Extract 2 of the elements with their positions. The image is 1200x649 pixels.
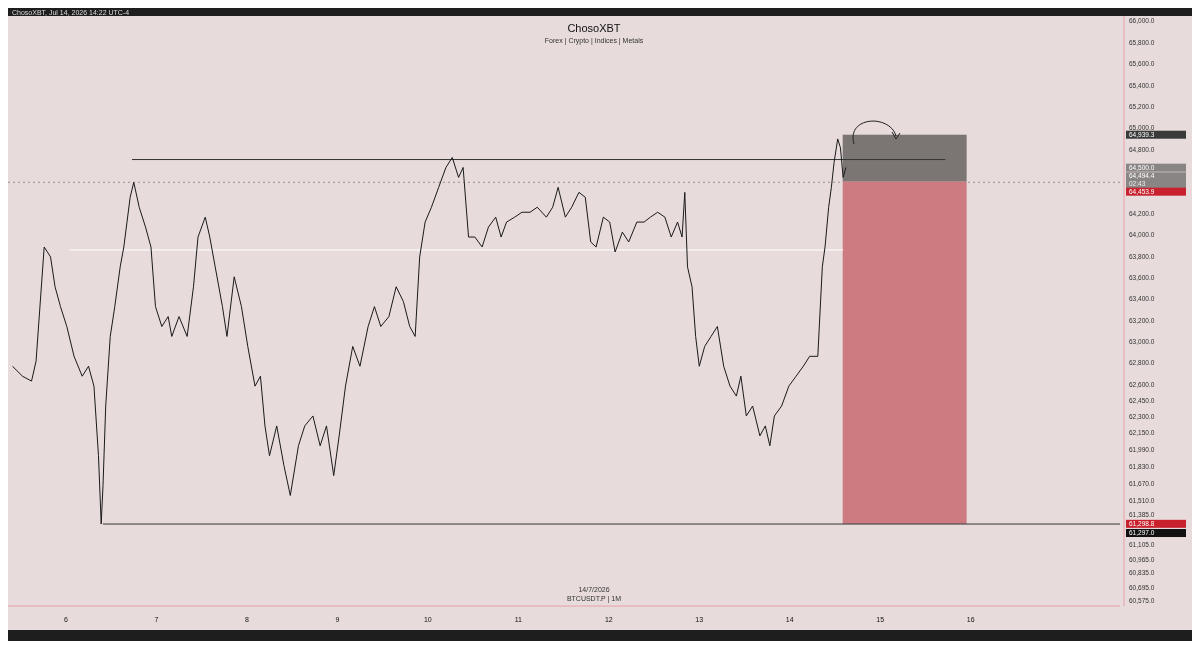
line-series <box>12 138 847 525</box>
text: ChosoXBT <box>567 22 621 34</box>
